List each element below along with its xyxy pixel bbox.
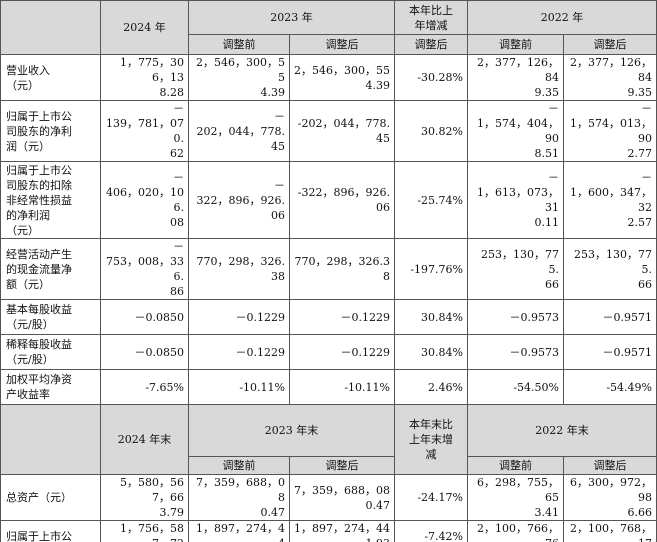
header-row-years: 2024 年 2023 年 本年比上 年增减 2022 年 <box>0 0 657 55</box>
value-2022-before: 2，100，766，76 <box>467 520 564 542</box>
table-row: 基本每股收益 （元/股） －0.0850 －0.1229 －0.1229 30.… <box>0 299 657 335</box>
table-row: 经营活动产生 的现金流量净 额（元） － 753，008，336. 86 770… <box>0 238 657 300</box>
value-2022-before: － 1，574，404，90 8.51 <box>467 100 564 162</box>
value-2022-before: 6，298，755，65 3.41 <box>467 474 564 521</box>
row-label: 归属于上市公 司股东的净利 润（元） <box>0 100 101 162</box>
value-2023-before: －0.1229 <box>188 299 290 335</box>
row-label: 总资产（元） <box>0 474 101 521</box>
value-2022-before: －0.9573 <box>467 299 564 335</box>
header-2022-before: 调整前 <box>467 34 564 55</box>
value-2024: － 753，008，336. 86 <box>100 238 189 300</box>
row-label: 稀释每股收益 （元/股） <box>0 334 101 370</box>
value-2022-after: －0.9571 <box>563 334 657 370</box>
value-2024: －0.0850 <box>100 299 189 335</box>
header-yoy-after: 调整后 <box>394 34 468 55</box>
value-2022-before: 253，130，775. 66 <box>467 238 564 300</box>
value-2023-before: 770，298，326. 38 <box>188 238 290 300</box>
header-2023-end: 2023 年末 <box>188 404 395 457</box>
value-2023-before: － 202，044，778. 45 <box>188 100 290 162</box>
table-row: 总资产（元） 5，580，567，66 3.79 7，359，688，08 0.… <box>0 474 657 521</box>
value-2023-before: －0.1229 <box>188 334 290 370</box>
header-2023: 2023 年 <box>188 0 395 35</box>
header-2023-after: 调整后 <box>289 34 395 55</box>
value-yoy: -30.28% <box>394 54 468 101</box>
row-label: 归属于上市公 司股东的扣除 非经常性损益 的净利润 （元） <box>0 161 101 239</box>
value-2022-after: 253，130，775. 66 <box>563 238 657 300</box>
value-2023-after: -202，044，778.45 <box>289 100 395 162</box>
value-2024: － 139，781，070. 62 <box>100 100 189 162</box>
header-2024-end: 2024 年末 <box>100 404 189 475</box>
header-2023-end-before: 调整前 <box>188 456 290 475</box>
table-row: 营业收入 （元） 1，775，306，13 8.28 2，546，300，55 … <box>0 54 657 101</box>
value-2022-after: 6，300，972，98 6.66 <box>563 474 657 521</box>
table-row: 归属于上市公 司股东的扣除 非经常性损益 的净利润 （元） － 406，020，… <box>0 161 657 239</box>
header-2022-after: 调整后 <box>563 34 657 55</box>
header-row-adjust: 调整前 调整后 调整后 调整前 调整后 <box>1 34 657 55</box>
header-2023-end-after: 调整后 <box>289 456 395 475</box>
value-2024: 1，775，306，13 8.28 <box>100 54 189 101</box>
header-blank <box>0 0 101 55</box>
value-2023-after: 7，359，688，080.47 <box>289 474 395 521</box>
row-label: 基本每股收益 （元/股） <box>0 299 101 335</box>
header-2022-end-after: 调整后 <box>563 456 657 475</box>
header-2024: 2024 年 <box>100 0 189 55</box>
value-2024: － 406，020，106. 08 <box>100 161 189 239</box>
value-2022-after: -54.49% <box>563 369 657 405</box>
value-2023-after: －0.1229 <box>289 334 395 370</box>
value-yoy: -24.17% <box>394 474 468 521</box>
value-2024: -7.65% <box>100 369 189 405</box>
value-2022-after: 2，100，768，17 <box>563 520 657 542</box>
value-2023-after: －0.1229 <box>289 299 395 335</box>
value-2024: 5，580，567，66 3.79 <box>100 474 189 521</box>
value-2023-after: -10.11% <box>289 369 395 405</box>
value-2022-after: － 1，600，347，32 2.57 <box>563 161 657 239</box>
table-row: 归属于上市公 司股东的净利 润（元） － 139，781，070. 62 － 2… <box>0 100 657 162</box>
header-2022: 2022 年 <box>467 0 657 35</box>
header-blank-2 <box>0 404 101 475</box>
value-yoy: 2.46% <box>394 369 468 405</box>
header-yoy-end: 本年末比 上年末增 减 <box>394 404 468 475</box>
value-2023-before: 7，359，688，08 0.47 <box>188 474 290 521</box>
value-2023-after: 2，546，300，554.39 <box>289 54 395 101</box>
table-row: 归属于上市公 1，756，587，72 1，897，274，44 1，897，2… <box>0 520 657 542</box>
value-2023-before: -10.11% <box>188 369 290 405</box>
value-yoy: 30.84% <box>394 299 468 335</box>
value-2022-before: -54.50% <box>467 369 564 405</box>
table-row: 稀释每股收益 （元/股） －0.0850 －0.1229 －0.1229 30.… <box>0 334 657 370</box>
header-2022-end-before: 调整前 <box>467 456 564 475</box>
header-2023-before: 调整前 <box>188 34 290 55</box>
value-2022-before: － 1，613，073，31 0.11 <box>467 161 564 239</box>
value-yoy: -7.42% <box>394 520 468 542</box>
value-yoy: -197.76% <box>394 238 468 300</box>
value-2023-after: 1，897，274，441.93 <box>289 520 395 542</box>
value-yoy: 30.82% <box>394 100 468 162</box>
value-2024: －0.0850 <box>100 334 189 370</box>
value-2023-before: 1，897，274，44 <box>188 520 290 542</box>
value-2022-before: 2，377，126，84 9.35 <box>467 54 564 101</box>
row-label: 营业收入 （元） <box>0 54 101 101</box>
value-2022-after: －0.9571 <box>563 299 657 335</box>
header-row-year-end: 2024 年末 2023 年末 本年末比 上年末增 减 2022 年末 <box>0 404 657 475</box>
value-yoy: -25.74% <box>394 161 468 239</box>
value-2023-before: － 322，896，926. 06 <box>188 161 290 239</box>
value-2022-before: －0.9573 <box>467 334 564 370</box>
table-row: 加权平均净资 产收益率 -7.65% -10.11% -10.11% 2.46%… <box>0 369 657 405</box>
row-label: 加权平均净资 产收益率 <box>0 369 101 405</box>
value-2022-after: 2，377，126，84 9.35 <box>563 54 657 101</box>
value-2022-after: － 1，574，013，90 2.77 <box>563 100 657 162</box>
header-2022-end: 2022 年末 <box>467 404 657 457</box>
header-yoy: 本年比上 年增减 <box>394 0 468 35</box>
value-2023-before: 2，546，300，55 4.39 <box>188 54 290 101</box>
row-label: 经营活动产生 的现金流量净 额（元） <box>0 238 101 300</box>
value-yoy: 30.84% <box>394 334 468 370</box>
row-label: 归属于上市公 <box>0 520 101 542</box>
value-2023-after: -322，896，926.06 <box>289 161 395 239</box>
value-2023-after: 770，298，326.38 <box>289 238 395 300</box>
value-2024: 1，756，587，72 <box>100 520 189 542</box>
